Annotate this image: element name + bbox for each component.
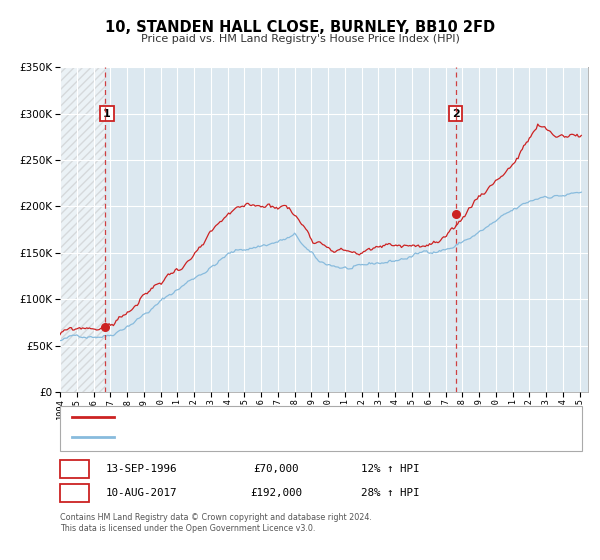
Text: HPI: Average price, detached house, Burnley: HPI: Average price, detached house, Burn… [120,432,343,442]
Text: Price paid vs. HM Land Registry's House Price Index (HPI): Price paid vs. HM Land Registry's House … [140,34,460,44]
Text: 28% ↑ HPI: 28% ↑ HPI [361,488,419,498]
Text: £70,000: £70,000 [253,464,299,474]
Text: 1: 1 [71,464,78,474]
Text: 10, STANDEN HALL CLOSE, BURNLEY, BB10 2FD (detached house): 10, STANDEN HALL CLOSE, BURNLEY, BB10 2F… [120,412,449,422]
Text: 13-SEP-1996: 13-SEP-1996 [105,464,177,474]
Text: 2: 2 [452,109,460,119]
Text: 1: 1 [103,109,111,119]
Text: 10, STANDEN HALL CLOSE, BURNLEY, BB10 2FD: 10, STANDEN HALL CLOSE, BURNLEY, BB10 2F… [105,20,495,35]
Text: 12% ↑ HPI: 12% ↑ HPI [361,464,419,474]
Text: 2: 2 [71,488,78,498]
Text: £192,000: £192,000 [250,488,302,498]
Text: 10-AUG-2017: 10-AUG-2017 [105,488,177,498]
Bar [60,67,106,392]
Text: Contains HM Land Registry data © Crown copyright and database right 2024.: Contains HM Land Registry data © Crown c… [60,513,372,522]
Text: This data is licensed under the Open Government Licence v3.0.: This data is licensed under the Open Gov… [60,524,316,533]
